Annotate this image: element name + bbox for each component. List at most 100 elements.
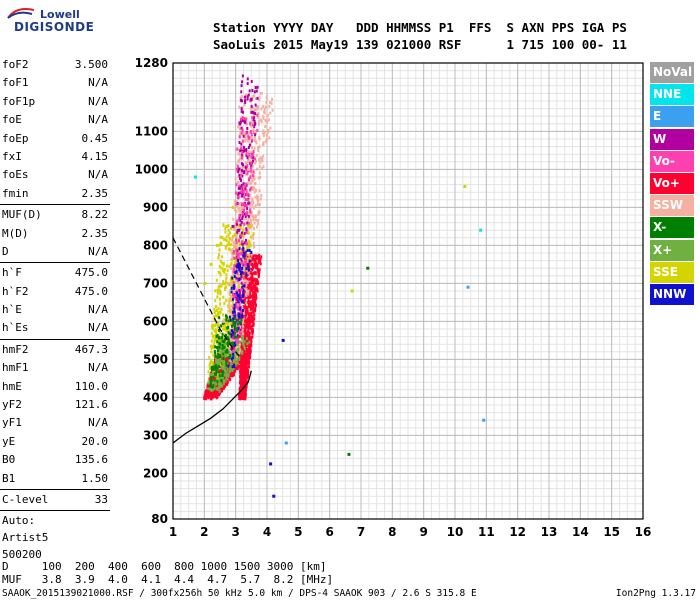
echo-point (234, 305, 237, 309)
echo-point (240, 178, 243, 182)
echo-point (225, 335, 228, 339)
echo-point (246, 290, 249, 294)
echo-point (234, 222, 237, 226)
echo-point (247, 305, 250, 309)
echo-point (224, 350, 227, 354)
echo-point (236, 249, 239, 253)
echo-point (241, 119, 244, 123)
echo-point (253, 296, 256, 300)
echo-point (251, 198, 254, 202)
echo-point (242, 276, 245, 280)
echo-point (243, 260, 246, 264)
legend-item-w: W (650, 128, 694, 150)
echo-point (251, 164, 254, 168)
echo-point (220, 371, 223, 375)
echo-point (246, 228, 249, 232)
echo-point (250, 169, 253, 173)
echo-point (241, 339, 244, 343)
echo-point (231, 324, 234, 328)
echo-point (251, 324, 254, 328)
echo-point (213, 369, 216, 373)
param-value: 2.35 (81, 186, 109, 200)
echo-point (237, 160, 240, 164)
echo-point (233, 245, 236, 249)
echo-point (232, 320, 235, 324)
echo-point (247, 325, 250, 329)
echo-point (217, 270, 220, 274)
echo-point (245, 373, 248, 377)
echo-point (237, 152, 240, 156)
echo-point (215, 396, 218, 400)
echo-point (236, 355, 239, 359)
echo-point (224, 360, 227, 364)
param-value: N/A (88, 361, 108, 375)
echo-point (268, 104, 271, 108)
echo-point (240, 220, 243, 224)
echo-point (262, 141, 265, 145)
echo-point (259, 160, 262, 164)
echo-point (226, 368, 229, 372)
echo-point (254, 260, 257, 264)
echo-point (238, 365, 241, 369)
echo-point (239, 277, 242, 281)
echo-point (244, 390, 247, 394)
echo-point (250, 316, 253, 320)
echo-point (207, 390, 210, 394)
echo-point (221, 332, 224, 336)
param-row: foE N/A (0, 111, 112, 129)
echo-point (230, 334, 233, 338)
echo-point (250, 135, 253, 139)
echo-point (238, 315, 241, 319)
echo-point (248, 143, 251, 147)
echo-point (214, 359, 217, 363)
echo-point (215, 382, 218, 386)
echo-point (247, 292, 250, 296)
echo-point (246, 310, 249, 314)
echo-point (218, 377, 221, 381)
param-value: 20.0 (81, 434, 109, 448)
echo-point (224, 245, 227, 249)
echo-point (227, 331, 230, 335)
echo-point (218, 389, 221, 393)
echo-point (238, 167, 241, 171)
echo-point (253, 133, 256, 137)
echo-point (238, 344, 241, 348)
echo-point (238, 127, 241, 131)
echo-point (247, 335, 250, 339)
legend: NoVal NNE E W Vo- Vo+ SSW X- X+ SSE NNW (650, 62, 694, 306)
echo-point (233, 284, 236, 288)
echo-point (239, 381, 242, 385)
echo-point (236, 147, 239, 151)
echo-point (246, 282, 249, 286)
param-name: fxI (2, 149, 22, 163)
echo-point (225, 235, 228, 239)
echo-point (235, 248, 238, 252)
echo-point (237, 218, 240, 222)
echo-point (206, 386, 209, 390)
echo-point (218, 360, 221, 364)
echo-point (250, 340, 253, 344)
param-name: h`F (2, 266, 22, 280)
echo-point (211, 327, 214, 331)
echo-point (269, 111, 272, 115)
echo-point (258, 135, 261, 139)
echo-point (250, 284, 253, 288)
echo-point (217, 343, 220, 347)
echo-point (240, 84, 243, 88)
echo-point (211, 385, 214, 389)
echo-point (237, 285, 240, 289)
echo-point (248, 340, 251, 344)
echo-point (253, 317, 256, 321)
echo-point (247, 150, 250, 154)
echo-point (242, 110, 245, 114)
echo-point (227, 326, 230, 330)
echo-point (212, 371, 215, 375)
echo-point (247, 343, 250, 347)
echo-point (243, 311, 246, 315)
echo-point (235, 234, 238, 238)
echo-point (212, 346, 215, 350)
echo-point (222, 359, 225, 363)
echo-point (221, 267, 224, 271)
trace-point (253, 129, 257, 133)
echo-point (248, 331, 251, 335)
